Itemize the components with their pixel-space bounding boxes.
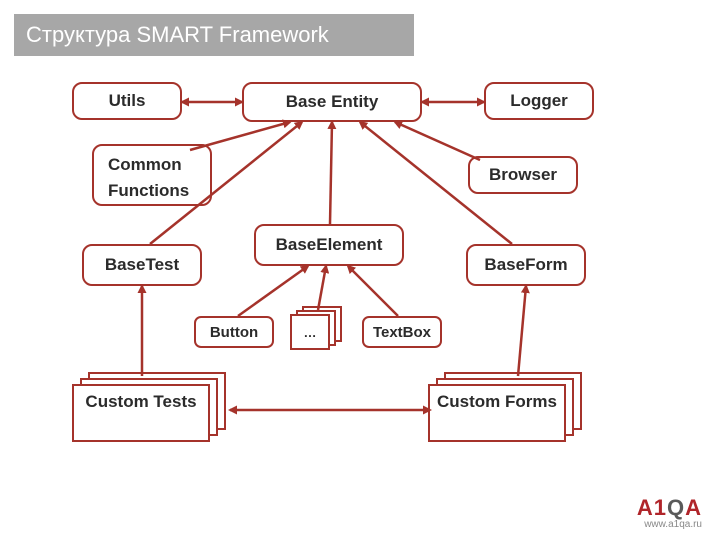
node-custom-forms: Custom Forms [428, 372, 588, 444]
node-label: Logger [510, 91, 568, 111]
stack-page-front: Custom Forms [428, 384, 566, 442]
node-utils: Utils [72, 82, 182, 120]
edge-baseelement-baseentity [330, 122, 332, 224]
node-label: … [304, 325, 317, 340]
title-bar: Структура SMART Framework [14, 14, 414, 56]
logo-part-a2: A [685, 495, 702, 520]
edge-textbox-baseelement [348, 266, 398, 316]
node-textbox: TextBox [362, 316, 442, 348]
node-label: Common Functions [108, 152, 189, 203]
page-title: Структура SMART Framework [26, 22, 329, 48]
node-label: Custom Tests [85, 392, 196, 412]
node-label: Button [210, 324, 258, 341]
node-label: BaseTest [105, 255, 179, 275]
node-label: Custom Forms [437, 392, 557, 412]
logo-part-q: Q [667, 495, 685, 520]
logo-part-a: A [637, 495, 654, 520]
node-basetest: BaseTest [82, 244, 202, 286]
edge-browser-baseentity [395, 122, 480, 160]
node-label: Utils [109, 91, 146, 111]
node-browser: Browser [468, 156, 578, 194]
node-base-entity: Base Entity [242, 82, 422, 122]
node-label: Base Entity [286, 92, 379, 112]
stack-page-front: Custom Tests [72, 384, 210, 442]
logo-part-1: 1 [654, 495, 667, 520]
edge-customforms-baseform [518, 286, 526, 376]
node-custom-tests: Custom Tests [72, 372, 232, 444]
node-baseform: BaseForm [466, 244, 586, 286]
node-label: TextBox [373, 324, 431, 341]
node-label: BaseForm [484, 255, 567, 275]
footer: A1QA www.a1qa.ru [637, 495, 702, 530]
node-baseelement: BaseElement [254, 224, 404, 266]
edge-dots-baseelement [318, 266, 326, 310]
footer-url: www.a1qa.ru [637, 519, 702, 530]
node-label: Browser [489, 165, 557, 185]
node-ellipsis-stack: … [290, 306, 348, 350]
node-button: Button [194, 316, 274, 348]
logo: A1QA [637, 495, 702, 521]
node-common-functions: Common Functions [92, 144, 212, 206]
node-logger: Logger [484, 82, 594, 120]
node-label: BaseElement [276, 235, 383, 255]
stack-page-front: … [290, 314, 330, 350]
